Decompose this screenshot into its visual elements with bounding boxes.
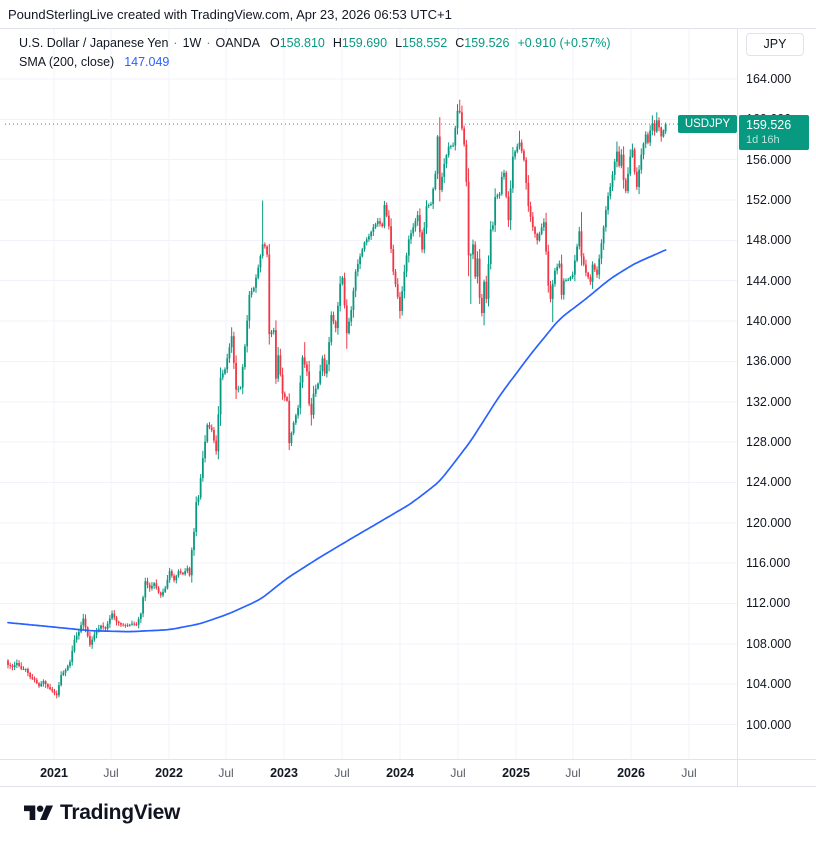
- time-tick-month: Jul: [103, 766, 119, 780]
- tradingview-logo-icon: [24, 804, 53, 820]
- sma-indicator-label[interactable]: SMA (200, close): [19, 55, 115, 69]
- ohlc-letter: C: [455, 36, 465, 50]
- ohlc-value: 159.690: [341, 36, 388, 50]
- tradingview-logo-text: TradingView: [60, 801, 181, 824]
- ohlc-letter: L: [395, 36, 403, 50]
- axis-corner-separator: [737, 759, 738, 787]
- symbol-price-flag: USDJPY: [678, 115, 737, 134]
- legend-separator: ·: [173, 36, 178, 50]
- ohlc-values: O158.810 H159.690 L158.552 C159.526: [270, 36, 518, 50]
- price-tick-label: 116.000: [746, 556, 791, 571]
- ohlc-value: 158.552: [402, 36, 448, 50]
- ohlc-value: 158.810: [279, 36, 325, 50]
- ohlc-letter: O: [269, 36, 280, 50]
- price-tick-label: 132.000: [746, 394, 792, 409]
- currency-toggle-button[interactable]: JPY: [746, 33, 804, 56]
- price-tick-label: 140.000: [746, 314, 792, 329]
- price-tick-label: 124.000: [746, 475, 792, 490]
- current-price-value: 159.526: [746, 118, 792, 133]
- time-axis[interactable]: 2021 Jul 2022 Jul 2023 Jul 2024 Jul 2025 Jul 2026 J…: [0, 759, 816, 787]
- interval-label[interactable]: 1W: [182, 36, 202, 50]
- price-tick-label: 112.000: [746, 596, 791, 611]
- price-axis[interactable]: JPY 164.000160.000156.000152.000148.0001…: [737, 29, 816, 759]
- time-tick-month: Jul: [681, 766, 697, 780]
- legend-symbol-row: U.S. Dollar / Japanese Yen · 1W · OANDA O158.…: [19, 34, 611, 53]
- time-tick-month: Jul: [218, 766, 234, 780]
- price-tick-label: 164.000: [746, 72, 792, 86]
- ohlc-value: 159.526: [464, 36, 510, 50]
- price-tick-label: 144.000: [746, 273, 792, 288]
- price-tick-label: 108.000: [746, 636, 792, 651]
- time-tick-month: Jul: [334, 766, 350, 780]
- price-tick-label: 156.000: [746, 152, 792, 167]
- time-tick-year: 2024: [386, 766, 414, 780]
- footer: TradingView: [24, 798, 180, 828]
- time-tick-year: 2025: [502, 766, 530, 780]
- price-tick-label: 152.000: [746, 193, 792, 208]
- legend-sma-row: SMA (200, close) 147.049: [19, 53, 611, 72]
- current-price-label: 159.526 1d 16h: [739, 115, 809, 151]
- chart-legend: U.S. Dollar / Japanese Yen · 1W · OANDA O158.…: [19, 34, 611, 72]
- ohlc-letter: H: [332, 36, 342, 50]
- time-tick-month: Jul: [450, 766, 466, 780]
- time-tick-year: 2022: [155, 766, 183, 780]
- bar-countdown: 1d 16h: [746, 134, 780, 147]
- exchange-label[interactable]: OANDA: [215, 36, 260, 50]
- time-tick-year: 2021: [40, 766, 68, 780]
- time-tick-month: Jul: [565, 766, 581, 780]
- symbol-title[interactable]: U.S. Dollar / Japanese Yen: [19, 36, 169, 50]
- sma-value: 147.049: [124, 55, 170, 69]
- change-value: +0.910 (+0.57%): [517, 36, 611, 50]
- legend-separator: ·: [206, 36, 211, 50]
- attribution-text: PoundSterlingLive created with TradingVi…: [8, 7, 452, 22]
- price-tick-label: 104.000: [746, 677, 792, 692]
- time-tick-year: 2026: [617, 766, 645, 780]
- price-tick-label: 136.000: [746, 354, 792, 369]
- price-tick-label: 128.000: [746, 435, 792, 450]
- time-tick-year: 2023: [270, 766, 298, 780]
- candlestick-chart[interactable]: [0, 29, 737, 759]
- price-tick-label: 120.000: [746, 515, 792, 530]
- chart-area: U.S. Dollar / Japanese Yen · 1W · OANDA O158.…: [0, 28, 816, 787]
- price-tick-label: 148.000: [746, 233, 792, 248]
- price-tick-label: 100.000: [746, 717, 792, 732]
